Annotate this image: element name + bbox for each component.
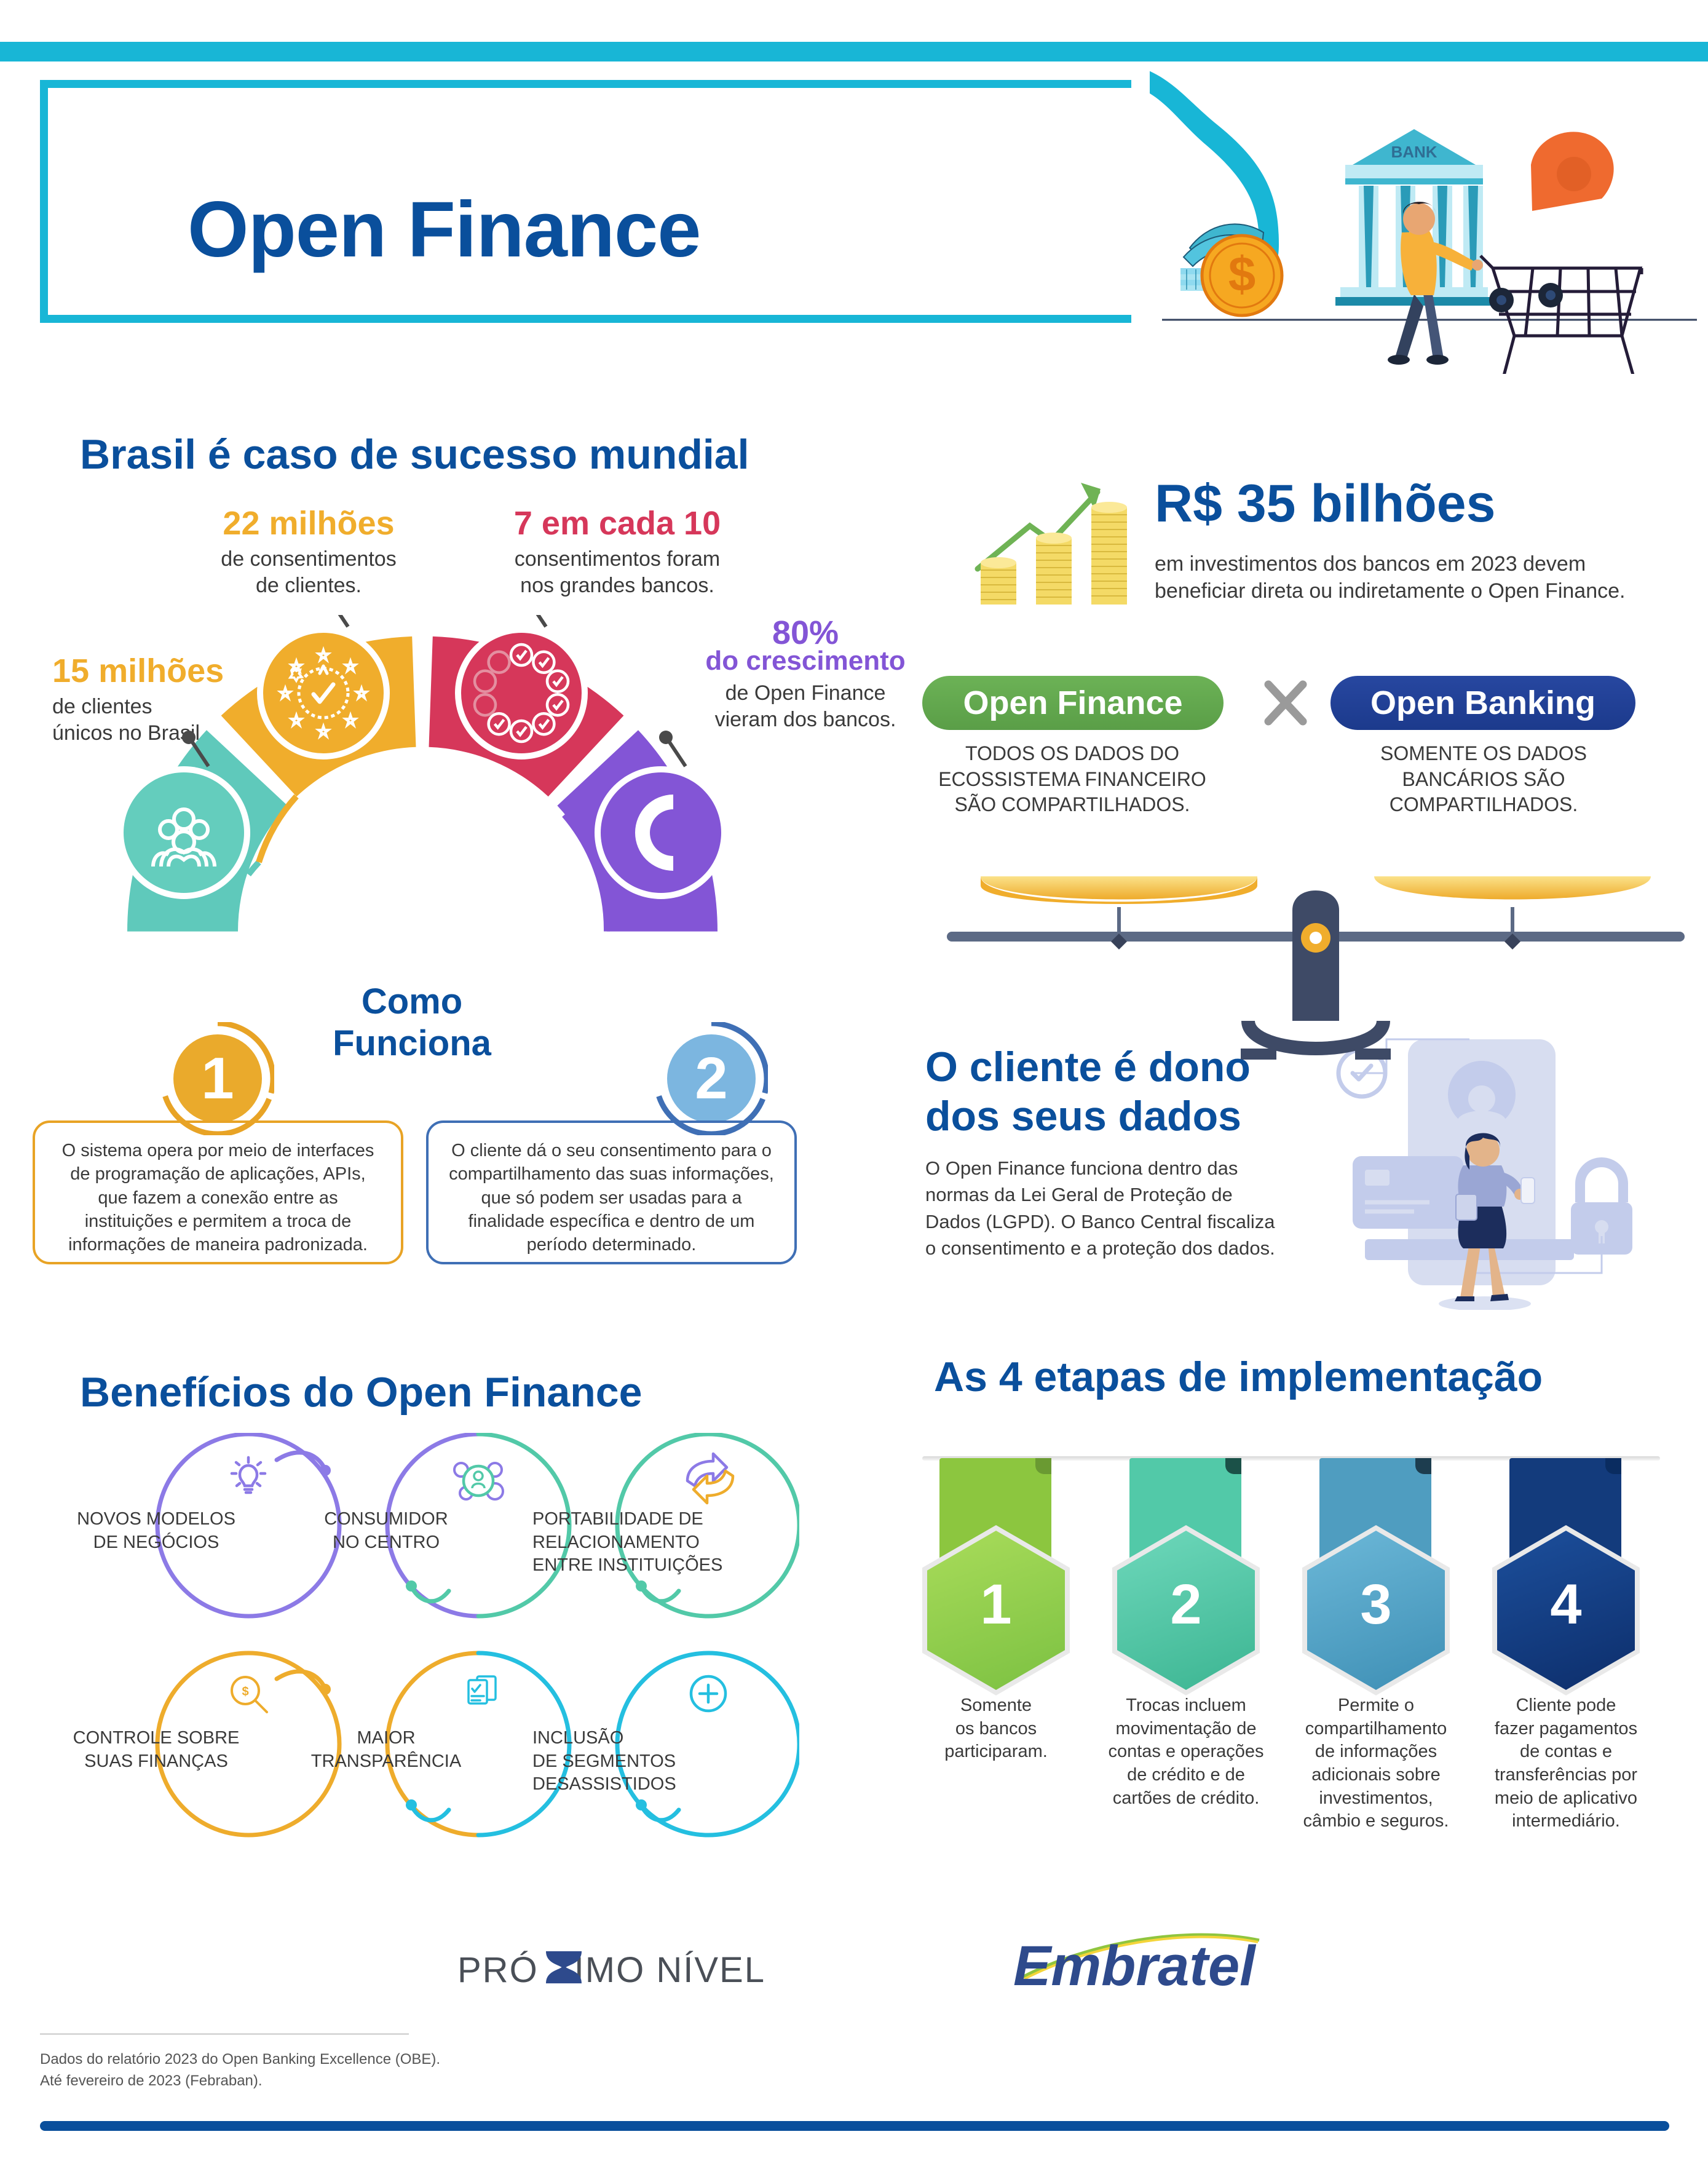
svg-text:BANK: BANK	[1391, 143, 1437, 161]
svg-text:$: $	[242, 1685, 248, 1699]
svg-text:1: 1	[201, 1045, 234, 1111]
svg-text:Embratel: Embratel	[1013, 1935, 1257, 1997]
svg-text:$: $	[1228, 247, 1256, 301]
svg-text:2: 2	[695, 1045, 727, 1111]
